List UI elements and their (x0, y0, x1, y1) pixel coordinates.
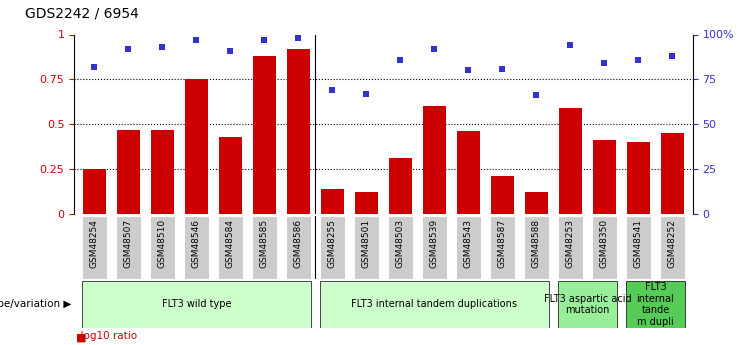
Text: GSM48543: GSM48543 (464, 219, 473, 268)
Bar (592, 216, 617, 279)
Bar (82, 216, 107, 279)
Text: GSM48546: GSM48546 (192, 219, 201, 268)
Bar (150, 130, 174, 214)
Bar (82, 169, 107, 214)
Bar (660, 133, 685, 214)
Bar (82, 281, 311, 328)
Text: GSM48254: GSM48254 (90, 219, 99, 268)
Text: GSM48510: GSM48510 (158, 219, 167, 268)
Bar (354, 216, 379, 279)
Bar (355, 193, 379, 214)
Bar (320, 281, 549, 328)
Text: genotype/variation ▶: genotype/variation ▶ (0, 299, 71, 309)
Bar (116, 216, 141, 279)
Bar (184, 216, 209, 279)
Bar (626, 216, 651, 279)
Bar (219, 137, 242, 214)
Text: GSM48588: GSM48588 (532, 219, 541, 268)
Text: GSM48539: GSM48539 (430, 219, 439, 268)
Bar (388, 158, 412, 214)
Text: GSM48350: GSM48350 (600, 219, 609, 268)
Text: FLT3 aspartic acid
mutation: FLT3 aspartic acid mutation (544, 294, 631, 315)
Text: GSM48585: GSM48585 (260, 219, 269, 268)
Text: ■: ■ (76, 333, 87, 343)
Bar (422, 216, 447, 279)
Bar (320, 216, 345, 279)
Bar (286, 216, 311, 279)
Text: GSM48584: GSM48584 (226, 219, 235, 268)
Text: GSM48253: GSM48253 (566, 219, 575, 268)
Text: log10 ratio: log10 ratio (74, 331, 137, 341)
Bar (524, 216, 549, 279)
Text: GSM48501: GSM48501 (362, 219, 371, 268)
Text: GSM48587: GSM48587 (498, 219, 507, 268)
Bar (456, 216, 481, 279)
Bar (150, 216, 175, 279)
Text: GSM48507: GSM48507 (124, 219, 133, 268)
Bar (253, 56, 276, 214)
Bar (559, 108, 582, 214)
Text: GDS2242 / 6954: GDS2242 / 6954 (24, 6, 139, 20)
Text: FLT3 internal tandem duplications: FLT3 internal tandem duplications (351, 299, 517, 309)
Bar (491, 176, 514, 214)
Bar (525, 193, 548, 214)
Bar (185, 79, 208, 214)
Bar (626, 281, 685, 328)
Text: GSM48503: GSM48503 (396, 219, 405, 268)
Text: GSM48255: GSM48255 (328, 219, 337, 268)
Bar (558, 281, 617, 328)
Bar (218, 216, 243, 279)
Bar (388, 216, 413, 279)
Bar (627, 142, 651, 214)
Bar (422, 106, 446, 214)
Text: GSM48541: GSM48541 (634, 219, 643, 268)
Bar (321, 189, 345, 214)
Bar (593, 140, 617, 214)
Bar (456, 131, 480, 214)
Text: FLT3 wild type: FLT3 wild type (162, 299, 231, 309)
Bar (558, 216, 583, 279)
Text: GSM48252: GSM48252 (668, 219, 677, 268)
Bar (252, 216, 277, 279)
Text: GSM48586: GSM48586 (294, 219, 303, 268)
Bar (659, 216, 685, 279)
Bar (490, 216, 515, 279)
Bar (287, 49, 310, 214)
Bar (116, 130, 140, 214)
Text: FLT3
internal
tande
m dupli: FLT3 internal tande m dupli (637, 282, 674, 327)
